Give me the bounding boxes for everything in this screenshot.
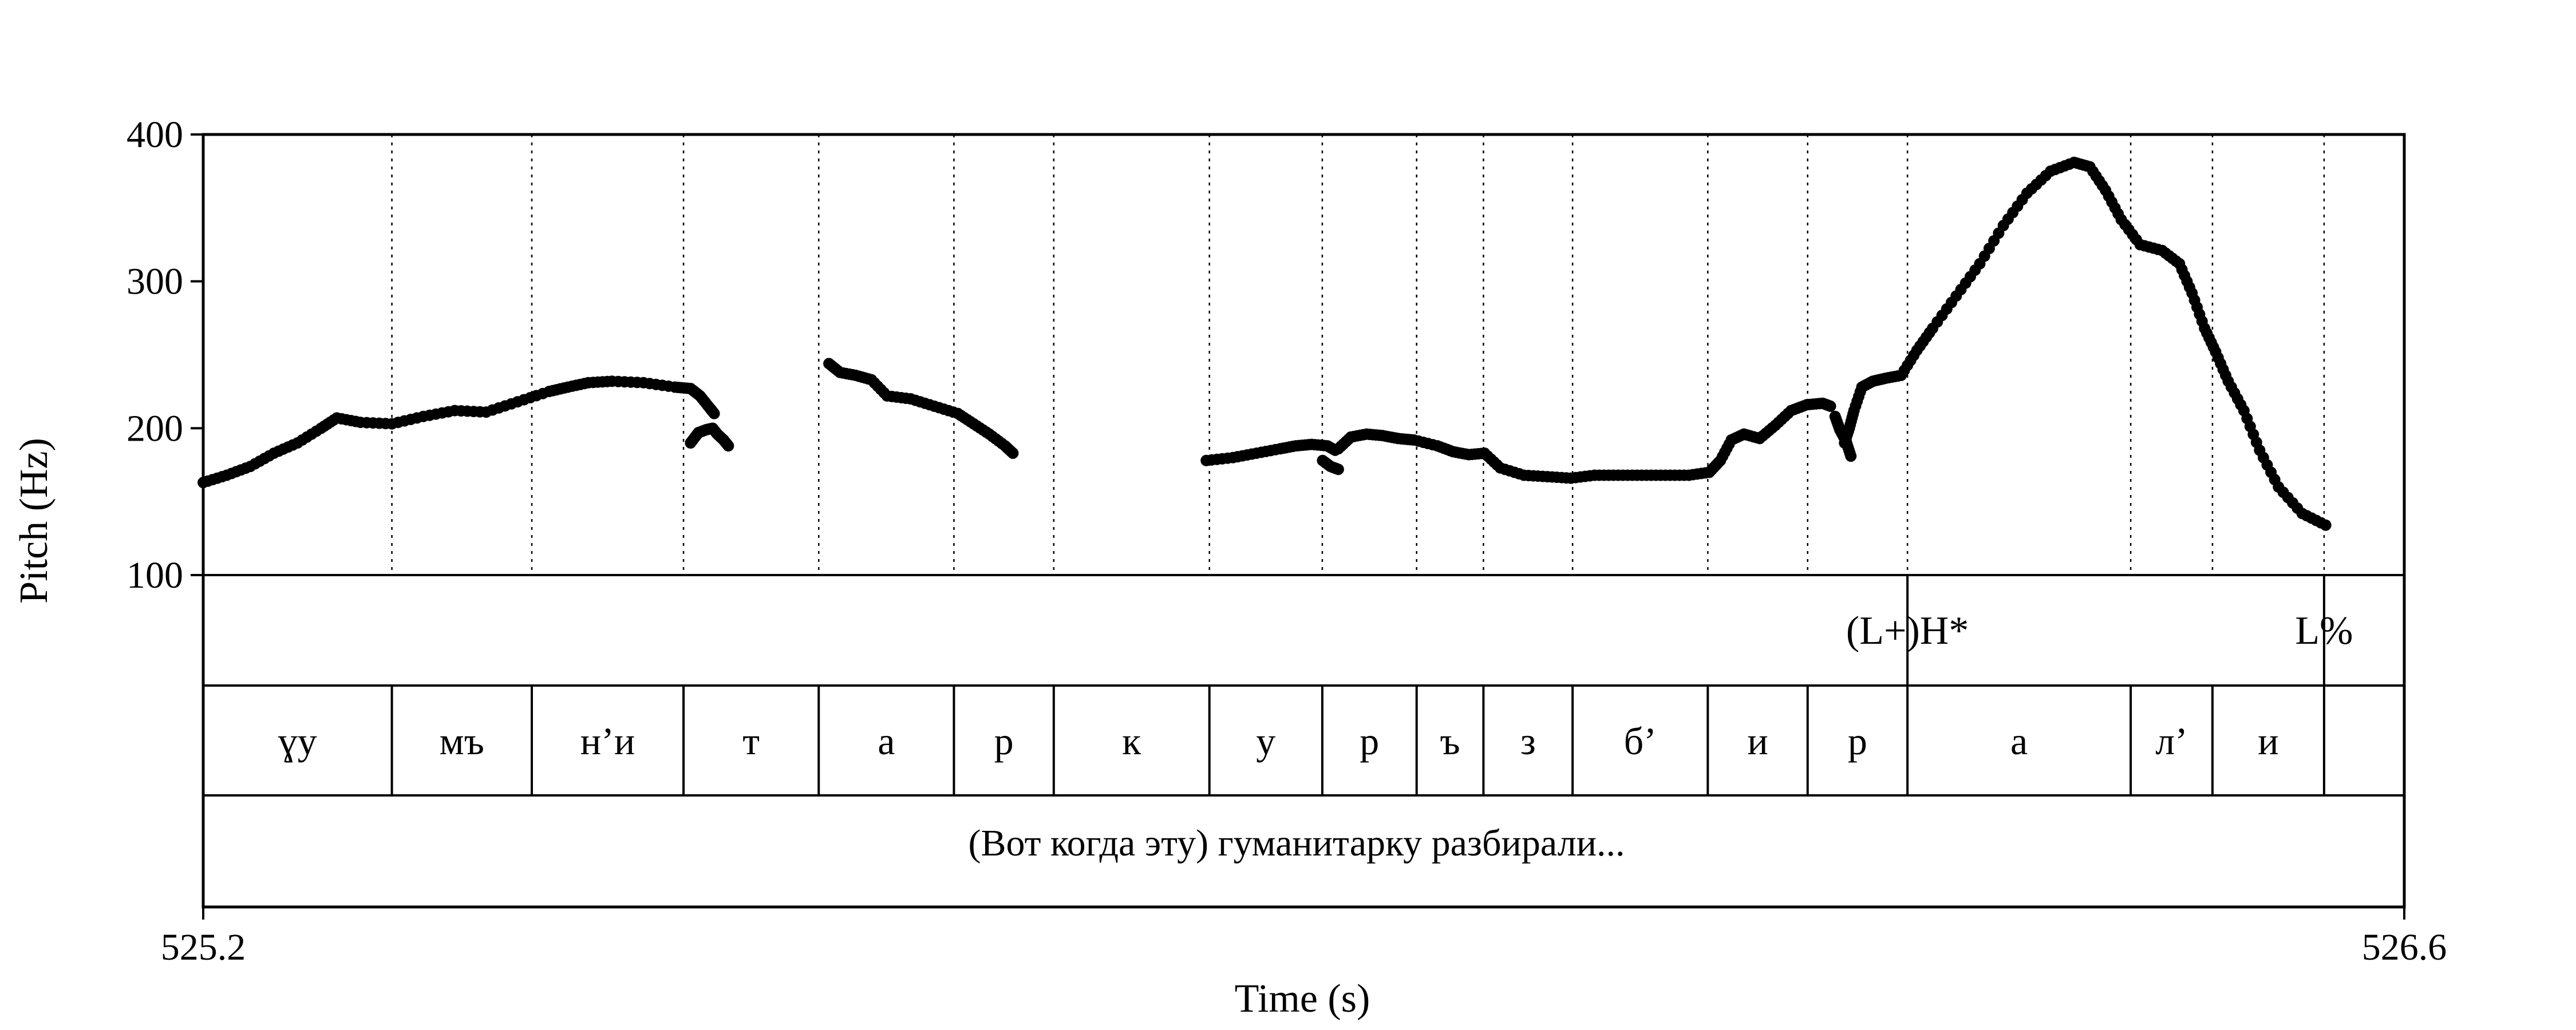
tone-label: (L+)H* xyxy=(1846,609,1969,653)
pitch-point xyxy=(1845,450,1857,462)
pitch-point xyxy=(1824,400,1836,412)
pitch-point xyxy=(1007,447,1019,459)
boundary-gridlines xyxy=(391,134,2325,575)
segment-label: к xyxy=(1122,719,1141,763)
x-tick-label: 526.6 xyxy=(2362,926,2447,968)
segment-label: у xyxy=(1256,719,1275,763)
x-tick-label: 525.2 xyxy=(161,926,246,968)
segment-label: и xyxy=(1747,719,1768,763)
plot-frame xyxy=(202,133,2406,909)
pitch-point xyxy=(2320,519,2332,531)
segment-label: а xyxy=(878,719,895,763)
segment-label: ɣу xyxy=(278,719,317,763)
segment-label: а xyxy=(2010,719,2028,763)
y-tick-label: 100 xyxy=(127,554,183,596)
x-axis-title: Time (s) xyxy=(1235,977,1370,1021)
pitch-track xyxy=(197,156,2332,531)
segment-label: з xyxy=(1520,719,1536,763)
segment-label: н’и xyxy=(580,719,635,763)
pitch-point xyxy=(708,407,720,419)
y-tick-label: 300 xyxy=(127,261,183,303)
segment-label: и xyxy=(2258,719,2278,763)
segment-label: р xyxy=(1848,719,1867,763)
y-axis-title: Pitch (Hz) xyxy=(12,438,56,604)
segment-label: т xyxy=(742,719,760,763)
y-tick-label: 200 xyxy=(127,407,183,449)
segment-label: б’ xyxy=(1624,719,1657,763)
pitch-point xyxy=(722,440,734,452)
segment-label: л’ xyxy=(2155,719,2188,763)
axis-ticks: 100 200 300 400 525.2 526.6 xyxy=(127,114,2447,968)
segment-label: р xyxy=(994,719,1014,763)
pitch-point xyxy=(1332,464,1344,476)
annotation-tiers: (L+)H* L% ɣу мъ н’и т а р к у р ъ з б’ и р а л’ и xyxy=(278,575,2353,795)
segment-label: мъ xyxy=(440,719,484,763)
y-tick-label: 400 xyxy=(127,114,183,156)
figure-frame xyxy=(202,133,2406,909)
gloss-text: (Вот когда эту) гуманитарку разбирали... xyxy=(968,822,1625,864)
tone-label: L% xyxy=(2295,609,2353,653)
segment-label: ъ xyxy=(1440,719,1460,763)
segment-label: р xyxy=(1360,719,1379,763)
